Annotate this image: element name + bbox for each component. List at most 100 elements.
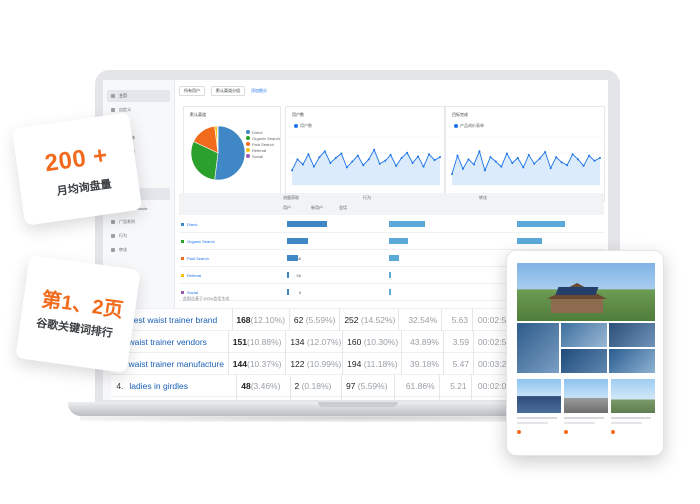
keyword-link[interactable]: best waist trainer brand [128, 314, 218, 325]
gallery-image[interactable] [561, 323, 607, 347]
line-point[interactable] [428, 153, 431, 156]
more-icon[interactable] [517, 430, 521, 434]
legend-swatch [246, 154, 250, 158]
line-point[interactable] [351, 160, 354, 163]
gallery-image[interactable] [561, 349, 607, 373]
pie-legend-item[interactable]: Organic Search [246, 135, 280, 141]
pie-legend-item[interactable]: Referral [246, 147, 280, 153]
line-point[interactable] [533, 162, 536, 165]
line-point[interactable] [373, 148, 376, 151]
line-point[interactable] [555, 156, 558, 159]
sidebar-item-campaigns[interactable]: 广告系列 [107, 216, 170, 228]
line-point[interactable] [395, 164, 398, 167]
more-icon[interactable] [564, 430, 568, 434]
add-segment-link[interactable]: 添加细分 [251, 88, 267, 93]
line-point[interactable] [599, 156, 601, 159]
keyword-row[interactable]: 5.trainer shapers43(3.10%)40 (3.60%)48 (… [111, 396, 511, 400]
gallery-image[interactable] [609, 323, 655, 347]
channel-name[interactable]: Direct [179, 222, 279, 227]
pie-slice-organic-search[interactable] [190, 141, 219, 181]
line-point[interactable] [511, 162, 514, 164]
project-card[interactable] [564, 379, 608, 445]
segment-selector[interactable]: 所有用户 [179, 86, 205, 96]
line-point[interactable] [489, 156, 492, 159]
line-point[interactable] [582, 164, 585, 167]
line-point[interactable] [334, 156, 337, 159]
line-point[interactable] [367, 158, 370, 161]
gallery-image[interactable] [517, 323, 559, 373]
line-point[interactable] [571, 153, 574, 156]
gallery-image[interactable] [609, 349, 655, 373]
table-row[interactable]: Direct2,076 [179, 216, 604, 233]
line-point[interactable] [456, 154, 459, 157]
pie-slice-direct[interactable] [214, 125, 246, 181]
line-point[interactable] [500, 165, 503, 168]
line-point[interactable] [384, 159, 387, 162]
line-point[interactable] [566, 164, 569, 167]
channel-name[interactable]: Social [179, 290, 279, 295]
line-point[interactable] [296, 158, 299, 161]
line-point[interactable] [560, 161, 563, 164]
project-card[interactable] [611, 379, 655, 445]
line-point[interactable] [467, 158, 470, 161]
keyword-row[interactable]: 3.waist trainer manufacturer144(10.37%)1… [111, 352, 511, 375]
line-point[interactable] [577, 158, 580, 161]
keyword-link[interactable]: waist trainer vendors [128, 336, 207, 347]
line-point[interactable] [356, 154, 359, 157]
line-point[interactable] [433, 159, 436, 162]
channel-name[interactable]: Referral [179, 273, 279, 278]
line-point[interactable] [307, 153, 310, 156]
line-point[interactable] [538, 157, 541, 160]
line-point[interactable] [406, 151, 409, 154]
line-point[interactable] [483, 169, 486, 172]
keyword-link[interactable]: waist trainer manufacturer [128, 358, 224, 369]
line-point[interactable] [439, 156, 441, 159]
line-point[interactable] [544, 151, 547, 153]
line-point[interactable] [411, 162, 414, 164]
sidebar-item-home[interactable]: 主页 [107, 90, 170, 102]
sidebar-item-custom[interactable]: 自定义 [107, 104, 170, 116]
line-point[interactable] [301, 163, 304, 166]
dimension-selector[interactable]: 默认渠道分组 [211, 86, 245, 96]
line-point[interactable] [549, 167, 552, 170]
line-point[interactable] [451, 173, 453, 175]
project-card[interactable] [517, 379, 561, 445]
line-point[interactable] [340, 152, 343, 155]
keyword-row[interactable]: best waist trainer brand 168(12.10%) 62 (5… [111, 308, 511, 331]
keyword-row[interactable]: 4. ladies in girdles 48(3.46%) 2 (0.18%) 97 … [111, 374, 511, 397]
line-point[interactable] [318, 156, 321, 159]
line-point[interactable] [345, 166, 348, 169]
line-point[interactable] [461, 167, 464, 170]
sidebar-item-conversions[interactable]: 转化 [107, 244, 170, 256]
channel-name[interactable]: Paid Search [179, 256, 279, 261]
line-point[interactable] [329, 162, 332, 164]
pie-legend-item[interactable]: Direct [246, 129, 280, 135]
line-point[interactable] [323, 150, 326, 153]
line-point[interactable] [400, 156, 403, 159]
line-point[interactable] [312, 165, 315, 168]
line-point[interactable] [593, 159, 596, 162]
pie-legend-item[interactable]: Paid Search [246, 141, 280, 147]
sidebar-item-behavior[interactable]: 行为 [107, 230, 170, 242]
line-point[interactable] [422, 165, 425, 168]
line-point[interactable] [522, 166, 525, 169]
channel-name[interactable]: Organic Search [179, 239, 279, 244]
line-point[interactable] [362, 164, 365, 167]
line-point[interactable] [505, 152, 508, 155]
more-icon[interactable] [611, 430, 615, 434]
line-point[interactable] [516, 156, 519, 159]
line-point[interactable] [417, 155, 420, 158]
line-point[interactable] [472, 163, 475, 166]
line-point[interactable] [494, 160, 497, 163]
line-point[interactable] [389, 153, 392, 156]
line-point[interactable] [291, 169, 293, 172]
pie-legend-item[interactable]: Social [246, 153, 280, 159]
line-point[interactable] [588, 154, 591, 157]
table-row[interactable]: Organic Search1,093 [179, 233, 604, 250]
line-point[interactable] [527, 153, 530, 156]
keyword-link[interactable]: ladies in girdles [129, 380, 189, 391]
line-point[interactable] [378, 162, 381, 165]
line-point[interactable] [478, 150, 481, 153]
pie-slice-social[interactable] [216, 125, 219, 154]
